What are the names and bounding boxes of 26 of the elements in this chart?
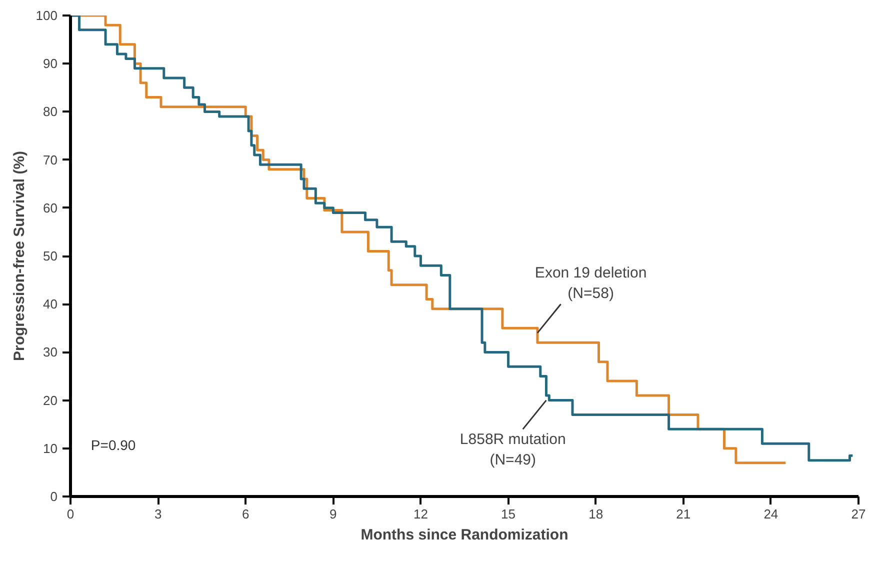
x-tick-label: 24 <box>764 506 778 522</box>
y-tick-label: 80 <box>43 104 58 120</box>
y-tick-label: 60 <box>43 200 58 216</box>
x-tick-label: 3 <box>154 506 162 522</box>
y-tick-label: 10 <box>43 440 58 456</box>
x-tick-label: 12 <box>413 506 428 522</box>
y-tick-label: 90 <box>43 56 58 72</box>
x-tick-label: 21 <box>676 506 691 522</box>
y-tick-label: 40 <box>43 296 58 312</box>
annotation: P=0.90 <box>90 437 136 454</box>
x-tick-label: 6 <box>242 506 250 522</box>
y-tick-label: 30 <box>43 344 58 360</box>
y-axis-title: Progression-free Survival (%) <box>10 150 28 362</box>
y-tick-label: 100 <box>36 8 58 23</box>
annotation: Exon 19 deletion (N=58) <box>534 264 647 302</box>
annotation: L858R mutation (N=49) <box>460 431 566 469</box>
y-tick-label: 20 <box>43 392 58 408</box>
x-tick-label: 9 <box>330 506 337 522</box>
y-tick-label: 70 <box>43 152 58 168</box>
x-axis-title: Months since Randomization <box>360 526 568 544</box>
y-tick-label: 0 <box>50 489 58 504</box>
x-tick-label: 27 <box>851 506 866 522</box>
x-tick-label: 18 <box>588 506 604 522</box>
x-tick-label: 0 <box>66 506 74 522</box>
y-tick-label: 50 <box>43 248 58 264</box>
x-tick-label: 15 <box>501 506 516 522</box>
